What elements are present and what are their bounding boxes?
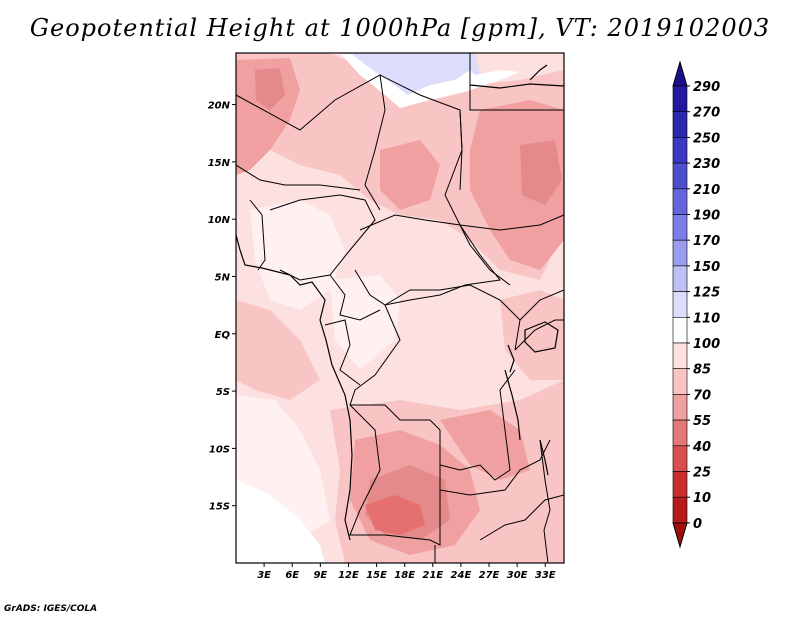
lat-tick-label: 15S	[209, 502, 230, 513]
coast-ruwenzori-lakes	[507, 344, 515, 373]
border-gabon-congo	[324, 319, 361, 386]
credit-text: GrADS: IGES/COLA	[4, 604, 98, 614]
lon-tick-label: 6E	[285, 570, 299, 581]
colorbar-band	[672, 368, 688, 395]
lat-tick-label: 15N	[208, 158, 231, 169]
lon-tick-label: 9E	[313, 570, 327, 581]
country-borders	[236, 53, 564, 563]
colorbar-band	[672, 162, 688, 190]
field-region-70-northwest	[236, 58, 300, 175]
border-malawi	[539, 439, 551, 563]
border-zimbabwe	[479, 494, 564, 541]
latitude-axis: 20N 15N 10N 5N EQ 5S 10S 15S	[208, 101, 236, 513]
field-region-40-core	[365, 495, 425, 535]
coast-lake-victoria	[524, 321, 559, 353]
height-field	[236, 53, 564, 563]
field-region-55-northeast	[520, 140, 562, 205]
border-mali-niger	[236, 164, 361, 191]
colorbar-label: 125	[693, 286, 720, 301]
border-nigeria	[269, 194, 376, 281]
field-region-light-west	[250, 200, 345, 310]
border-drc-south	[439, 369, 516, 481]
colorbar-band	[672, 188, 688, 215]
field-region-55-northwest	[255, 68, 285, 110]
colorbar-band	[672, 137, 688, 164]
lon-tick-label: 21E	[422, 570, 443, 581]
lon-tick-label: 12E	[338, 570, 359, 581]
colorbar-label: 230	[693, 157, 720, 172]
border-sudan-ssudan	[459, 214, 564, 231]
border-angola	[349, 404, 441, 546]
colorbar-label: 85	[693, 363, 711, 378]
coast-lake-tanganyika	[504, 369, 521, 441]
border-niger-chad	[364, 74, 386, 211]
colorbar-top-arrow	[672, 60, 688, 87]
colorbar-label: 70	[693, 388, 711, 403]
colorbar-band	[672, 291, 688, 318]
lon-tick-label: 15E	[366, 570, 387, 581]
colorbar-label: 170	[693, 234, 720, 249]
colorbar-band	[672, 394, 688, 421]
lon-tick-label: 18E	[394, 570, 415, 581]
colorbar-label: 250	[693, 131, 720, 146]
map-frame	[235, 52, 565, 564]
coast-west-africa	[236, 234, 353, 541]
chart-title: Geopotential Height at 1000hPa [gpm], VT…	[29, 14, 771, 42]
colorbar: 2902702502302101901701501251101008570554…	[672, 60, 720, 549]
field-region-white-southwest	[236, 480, 325, 563]
field-region-70-southeast	[440, 410, 530, 480]
colorbar-band	[672, 85, 688, 113]
lon-tick-label: 24E	[451, 570, 472, 581]
colorbar-label: 25	[693, 466, 711, 481]
lat-tick-label: 20N	[208, 101, 231, 112]
colorbar-band	[672, 111, 688, 138]
lat-tick-label: 5S	[216, 387, 230, 398]
colorbar-band	[672, 419, 688, 447]
field-region-85-east	[500, 290, 564, 380]
coastlines	[236, 64, 564, 541]
border-cameroon	[329, 274, 381, 321]
colorbar-band	[672, 471, 688, 498]
colorbar-label: 40	[692, 440, 711, 455]
colorbar-band	[672, 496, 688, 524]
colorbar-band	[672, 342, 688, 370]
lon-tick-label: 30E	[507, 570, 528, 581]
field-region-blue-north-inner	[350, 53, 470, 95]
colorbar-label: 290	[693, 80, 720, 95]
colorbar-label: 150	[693, 260, 720, 275]
colorbar-bottom-arrow	[672, 522, 688, 549]
colorbar-label: 10	[693, 491, 711, 506]
colorbar-label: 210	[693, 183, 720, 198]
colorbar-band	[672, 214, 688, 241]
lon-tick-label: 27E	[479, 570, 500, 581]
field-region-85-west	[236, 300, 320, 400]
colorbar-label: 110	[693, 311, 720, 326]
colorbar-band	[672, 445, 688, 472]
colorbar-band	[672, 316, 688, 344]
colorbar-band	[672, 265, 688, 292]
coast-lake-malawi	[539, 439, 549, 476]
colorbar-band	[672, 239, 688, 267]
colorbar-label: 100	[693, 337, 720, 352]
border-kenya-uganda	[519, 289, 564, 321]
border-car	[354, 214, 501, 306]
lon-tick-label: 3E	[257, 570, 271, 581]
lat-tick-label: EQ	[215, 330, 231, 341]
lon-tick-label: 33E	[535, 570, 556, 581]
field-region-light-center	[330, 275, 400, 370]
border-burkina-ghana	[249, 199, 266, 271]
coast-red-sea-top	[529, 64, 548, 81]
colorbar-label: 55	[693, 414, 711, 429]
lat-tick-label: 10S	[209, 444, 230, 455]
coast-mediterranean	[469, 83, 564, 89]
lat-tick-label: 5N	[215, 272, 231, 283]
field-region-70-sahel	[380, 140, 440, 210]
lat-tick-label: 10N	[208, 215, 231, 226]
border-libya-egypt	[469, 53, 564, 111]
colorbar-label: 270	[693, 106, 720, 121]
colorbar-label: 190	[693, 209, 720, 224]
colorbar-label: 0	[693, 517, 702, 532]
longitude-axis: 3E 6E 9E 12E 15E 18E 21E 24E 27E 30E 33E	[257, 563, 556, 581]
